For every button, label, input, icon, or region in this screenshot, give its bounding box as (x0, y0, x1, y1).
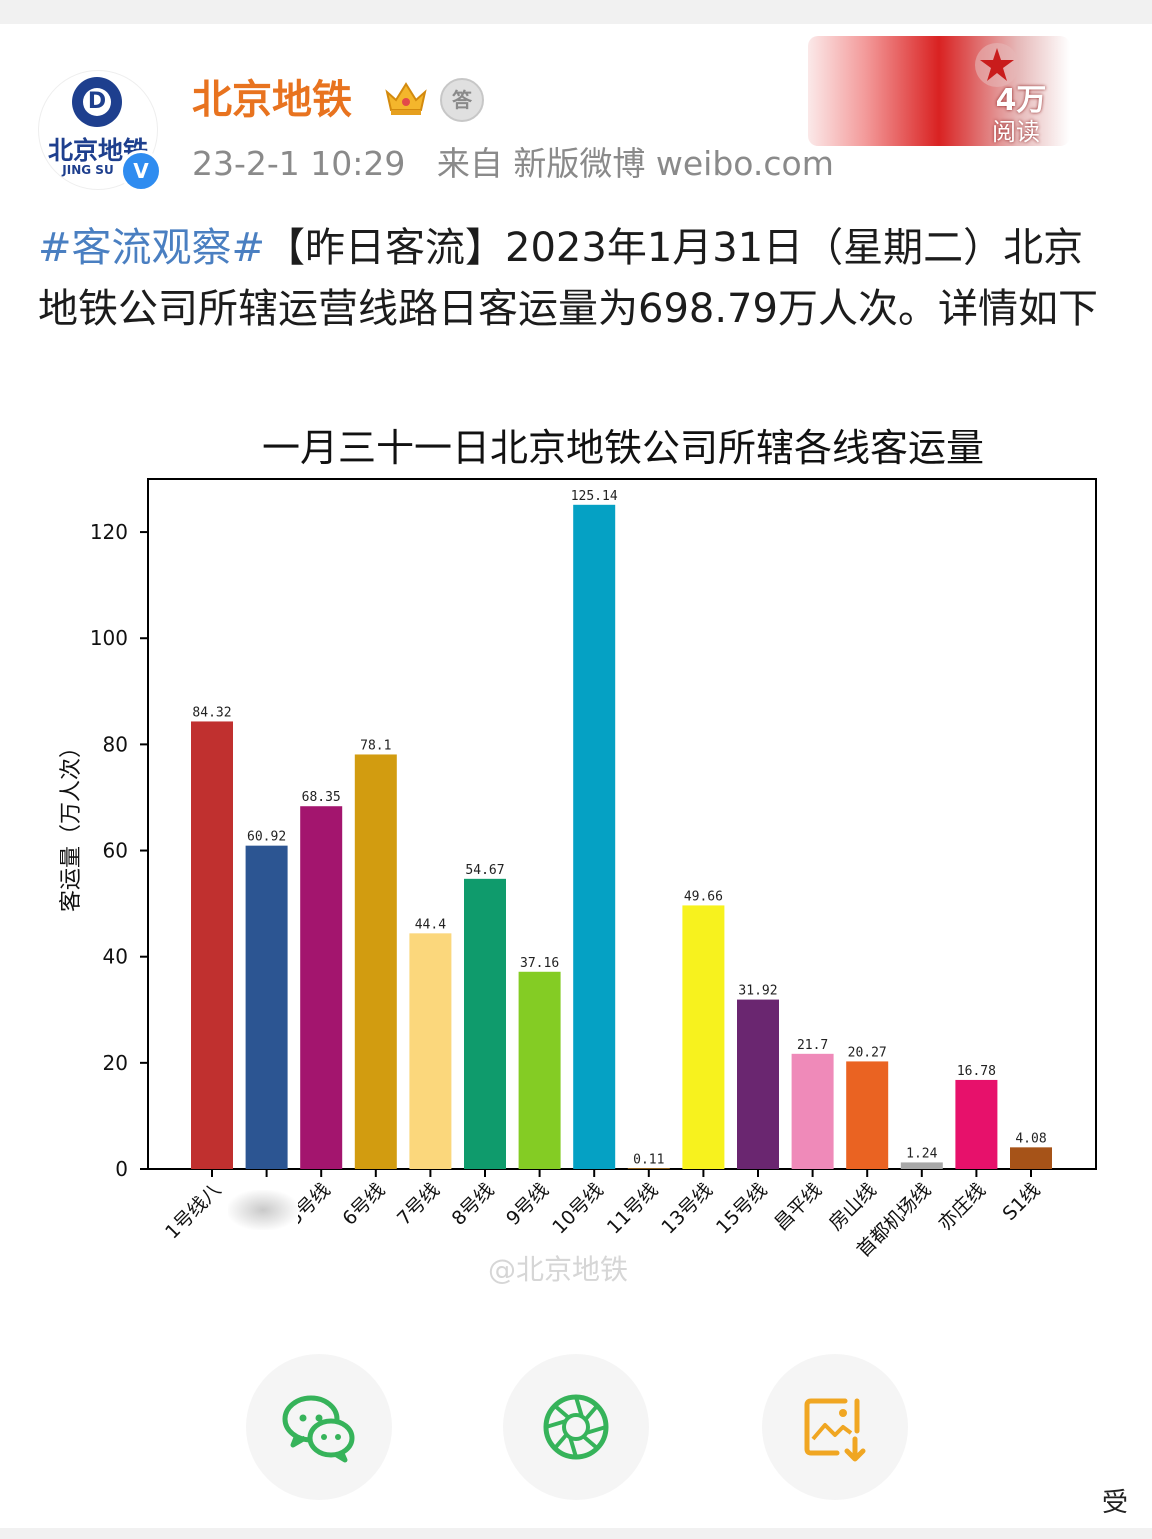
bar-1 (191, 721, 233, 1169)
bar-value-label: 84.32 (192, 705, 231, 720)
bar-11 (737, 999, 779, 1169)
reads-label: 阅读 (992, 118, 1040, 146)
verified-badge-icon: V (120, 150, 162, 192)
bar-chart: 0 20 40 60 80 100 120 客运量（万人次） 84.32 1号线八 60.92 68.… (59, 478, 1097, 1262)
bar-14 (900, 1162, 943, 1169)
y-tick-label: 40 (103, 945, 128, 969)
x-tick-label: 亦庄线 (934, 1179, 990, 1235)
bottom-strip (0, 1528, 1152, 1539)
x-tick-label: 15号线 (712, 1179, 772, 1239)
save-image-button[interactable] (762, 1354, 908, 1500)
corner-glyph: 受 (1102, 1488, 1129, 1518)
share-wechat-button[interactable] (246, 1354, 392, 1500)
username[interactable]: 北京地铁 (192, 77, 352, 123)
y-axis-label: 客运量（万人次） (59, 736, 84, 912)
y-tick-label: 60 (103, 839, 128, 863)
crown-icon[interactable] (383, 78, 429, 118)
watermark: @北京地铁 (488, 1253, 629, 1286)
moments-icon (543, 1394, 609, 1460)
chart-title: 一月三十一日北京地铁公司所辖各线客运量 (261, 426, 984, 470)
bar-2 (245, 845, 288, 1169)
bar-value-label: 0.11 (633, 1152, 664, 1167)
bar-value-label: 4.08 (1015, 1131, 1046, 1146)
bar-value-label: 44.4 (415, 917, 446, 932)
bar-value-label: 31.92 (738, 984, 777, 999)
save-image-icon (804, 1398, 866, 1462)
hashtag-link[interactable]: #客流观察# (38, 225, 266, 271)
avatar[interactable]: D 北京地铁 JING SU (38, 70, 158, 190)
x-tick-label: 7号线 (393, 1179, 444, 1230)
x-tick-label: 昌平线 (770, 1179, 826, 1235)
source: 来自 新版微博 weibo.com (436, 144, 834, 183)
bar-value-label: 125.14 (571, 489, 618, 504)
x-tick-label: 10号线 (548, 1179, 608, 1239)
bar-4 (354, 754, 397, 1169)
share-moments-button[interactable] (503, 1354, 649, 1500)
chart-image[interactable]: 一月三十一日北京地铁公司所辖各线客运量 0 20 40 60 80 100 120 客运量（万… (0, 410, 1152, 1300)
bar-6 (464, 878, 506, 1169)
bar-10 (682, 905, 725, 1169)
bar-value-label: 1.24 (906, 1146, 937, 1161)
bar-7 (518, 971, 561, 1169)
answer-medal-icon[interactable]: 答 (440, 78, 484, 122)
y-tick-label: 120 (90, 520, 128, 544)
post-body: 【昨日客流】2023年1月31日（星期二）北京地铁公司所辖运营线路日客运量为69… (38, 225, 1098, 332)
plot-frame (147, 478, 1097, 1170)
bar-5 (409, 933, 452, 1169)
x-tick-label: 9号线 (502, 1179, 553, 1230)
y-tick-label: 100 (90, 626, 128, 650)
bar-value-label: 68.35 (302, 790, 341, 805)
wechat-icon (282, 1395, 355, 1463)
timestamp: 23-2-1 10:29 (192, 144, 406, 183)
bar-13 (846, 1061, 889, 1169)
bar-15 (955, 1079, 998, 1169)
x-tick-label: 1号线八 (161, 1179, 225, 1243)
bar-12 (791, 1053, 834, 1169)
x-tick-label: S1线 (998, 1179, 1044, 1225)
x-tick-label: 6号线 (338, 1179, 389, 1230)
blurred-region (228, 1190, 298, 1230)
emblem-icon (975, 43, 1019, 87)
bar-value-label: 60.92 (247, 830, 286, 845)
bar-3 (300, 806, 343, 1169)
bar-value-label: 21.7 (797, 1038, 828, 1053)
reads-count: 4万 (995, 83, 1047, 118)
post-text: #客流观察#【昨日客流】2023年1月31日（星期二）北京地铁公司所辖运营线路日… (38, 218, 1118, 340)
x-tick-label: 13号线 (657, 1179, 717, 1239)
bar-8 (573, 504, 616, 1169)
bar-value-label: 78.1 (360, 738, 391, 753)
logo-letter: D (87, 89, 107, 114)
bar-value-label: 49.66 (684, 889, 723, 904)
x-tick-label: 11号线 (603, 1179, 663, 1239)
beijing-subway-logo-icon (72, 77, 122, 127)
bar-value-label: 54.67 (465, 863, 504, 878)
y-tick-label: 20 (103, 1051, 128, 1075)
bar-9 (627, 1168, 670, 1169)
bar-value-label: 16.78 (957, 1064, 996, 1079)
y-tick-label: 80 (103, 732, 128, 756)
x-tick-label: 8号线 (448, 1179, 499, 1230)
bar-16 (1010, 1147, 1052, 1169)
bar-value-label: 37.16 (520, 956, 559, 971)
y-tick-label: 0 (115, 1157, 128, 1181)
bar-value-label: 20.27 (848, 1045, 887, 1060)
post-meta: 23-2-1 10:29 来自 新版微博 weibo.com (192, 142, 834, 186)
status-strip (0, 0, 1152, 24)
read-count-banner[interactable] (808, 36, 1070, 146)
avatar-subtext: JING SU (62, 163, 114, 177)
